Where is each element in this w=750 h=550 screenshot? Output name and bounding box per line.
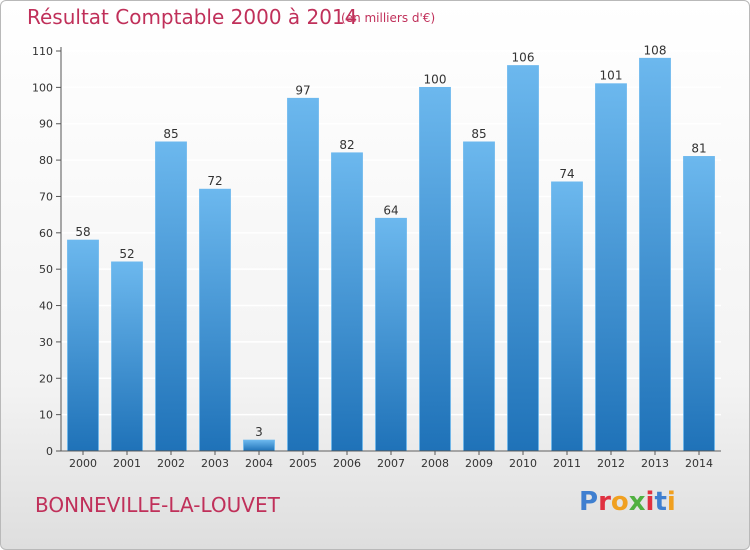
- y-tick-label: 80: [39, 154, 53, 167]
- bar: [683, 156, 715, 452]
- x-tick-label: 2012: [597, 457, 625, 470]
- bar: [463, 141, 495, 452]
- data-label: 85: [163, 127, 178, 141]
- bar: [551, 181, 583, 452]
- x-tick-label: 2010: [509, 457, 537, 470]
- data-label: 58: [75, 225, 90, 239]
- bar: [243, 439, 275, 452]
- logo-letter: r: [598, 487, 611, 517]
- commune-name: BONNEVILLE-LA-LOUVET: [35, 493, 280, 517]
- bar: [155, 141, 187, 452]
- bar: [375, 217, 407, 452]
- data-label: 101: [600, 69, 623, 83]
- data-label: 81: [691, 141, 706, 155]
- proxiti-logo[interactable]: Proxiti: [579, 487, 676, 517]
- bar: [67, 239, 99, 452]
- x-tick-label: 2011: [553, 457, 581, 470]
- bar: [419, 86, 451, 452]
- x-tick-label: 2006: [333, 457, 361, 470]
- x-tick-label: 2002: [157, 457, 185, 470]
- data-label: 72: [207, 174, 222, 188]
- data-label: 82: [339, 138, 354, 152]
- y-tick-label: 60: [39, 227, 53, 240]
- data-label: 100: [424, 72, 447, 86]
- x-tick-label: 2001: [113, 457, 141, 470]
- y-tick-label: 100: [32, 81, 53, 94]
- bar: [111, 261, 143, 452]
- x-tick-label: 2014: [685, 457, 713, 470]
- data-label: 52: [119, 247, 134, 261]
- data-label: 74: [559, 167, 574, 181]
- y-tick-label: 50: [39, 263, 53, 276]
- x-tick-label: 2009: [465, 457, 493, 470]
- bar: [287, 97, 319, 452]
- x-tick-label: 2007: [377, 457, 405, 470]
- data-label: 85: [471, 127, 486, 141]
- x-tick-label: 2005: [289, 457, 317, 470]
- y-tick-label: 40: [39, 300, 53, 313]
- logo-letter: P: [579, 487, 599, 517]
- y-tick-label: 10: [39, 409, 53, 422]
- data-label: 64: [383, 203, 398, 217]
- data-label: 97: [295, 83, 310, 97]
- logo-letter: o: [610, 487, 629, 517]
- bar: [199, 188, 231, 452]
- x-tick-label: 2003: [201, 457, 229, 470]
- logo-letter: x: [628, 487, 646, 517]
- chart-title: Résultat Comptable 2000 à 2014: [27, 5, 358, 29]
- x-tick-label: 2013: [641, 457, 669, 470]
- data-label: 106: [512, 51, 535, 65]
- logo-letter: i: [666, 487, 676, 517]
- y-tick-label: 90: [39, 118, 53, 131]
- bar: [595, 83, 627, 452]
- bar: [639, 57, 671, 452]
- data-label: 3: [255, 425, 263, 439]
- chart-unit: (en milliers d'€): [341, 11, 436, 25]
- logo-letter: t: [654, 487, 667, 517]
- y-tick-label: 30: [39, 336, 53, 349]
- bar: [507, 65, 539, 452]
- x-tick-label: 2008: [421, 457, 449, 470]
- y-tick-label: 0: [46, 445, 53, 458]
- x-tick-label: 2004: [245, 457, 273, 470]
- y-tick-label: 20: [39, 372, 53, 385]
- logo-letter: i: [645, 487, 655, 517]
- data-label: 108: [644, 43, 667, 57]
- x-tick-label: 2000: [69, 457, 97, 470]
- y-tick-label: 70: [39, 190, 53, 203]
- y-tick-label: 110: [32, 45, 53, 58]
- bar: [331, 152, 363, 452]
